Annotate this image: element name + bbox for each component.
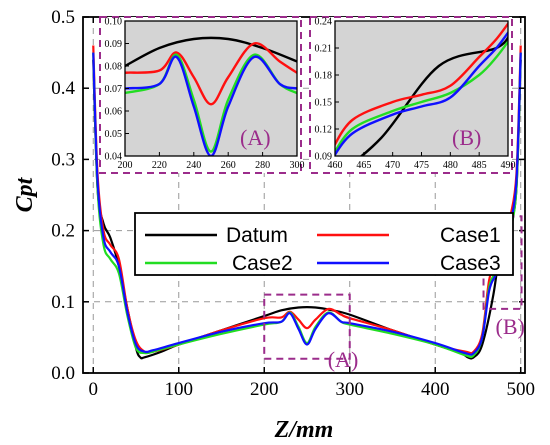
inset-y-tick-label: 0.21 bbox=[315, 44, 333, 55]
y-tick-label: 0.0 bbox=[51, 363, 75, 384]
inset-series-line-case3 bbox=[125, 55, 297, 156]
inset-series-group bbox=[125, 36, 297, 156]
inset-x-tick-label: 465 bbox=[356, 160, 371, 171]
inset-x-tick-label: 300 bbox=[290, 160, 305, 171]
plot-frame bbox=[82, 16, 526, 374]
inset-x-tick-label: 490 bbox=[501, 160, 516, 171]
zoom-label-b: (B) bbox=[496, 314, 525, 339]
inset-series-line-case3 bbox=[335, 30, 508, 156]
inset-a: 200 220 240 260 280 300 0.04 0.05 0.06 0.07 0.08 0.… bbox=[99, 16, 305, 174]
legend-box bbox=[134, 212, 514, 276]
y-tick-label: 0.3 bbox=[51, 149, 75, 170]
zoom-box-a bbox=[263, 293, 351, 360]
inset-y-tick-label: 0.05 bbox=[105, 129, 123, 140]
inset-y-tick-label: 0.07 bbox=[105, 84, 123, 95]
inset-series-line-case2 bbox=[335, 39, 508, 155]
x-tick-label: 100 bbox=[165, 379, 194, 400]
inset-b: 460 465 470 475 480 485 490 0.09 0.12 0.15 0.18 0.2… bbox=[309, 16, 516, 174]
inset-y-tick-label: 0.08 bbox=[105, 62, 123, 73]
inset-x-tick-label: 200 bbox=[118, 160, 133, 171]
legend-label-case1: Case1 bbox=[440, 224, 501, 247]
inset-series-line-case1 bbox=[125, 42, 297, 106]
y-tick-label: 0.5 bbox=[51, 7, 75, 28]
inset-series-line-case1 bbox=[335, 21, 508, 147]
y-tick-label: 0.1 bbox=[51, 292, 75, 313]
inset-x-tick-label: 480 bbox=[443, 160, 458, 171]
inset-y-tick-label: 0.12 bbox=[315, 125, 333, 136]
inset-x-tick-label: 220 bbox=[152, 160, 167, 171]
inset-x-tick-label: 470 bbox=[385, 160, 400, 171]
inset-y-tick-label: 0.06 bbox=[105, 107, 123, 118]
legend-label-case2: Case2 bbox=[232, 252, 293, 275]
zoom-label-a: (A) bbox=[328, 347, 359, 372]
inset-y-tick-label: 0.09 bbox=[315, 152, 333, 163]
legend: Datum Case1 Case2 Case3 bbox=[134, 212, 514, 276]
x-tick-label: 200 bbox=[250, 379, 279, 400]
inset-x-tick-label: 485 bbox=[472, 160, 487, 171]
inset-x-tick-label: 280 bbox=[255, 160, 270, 171]
y-axis-label: Cpt bbox=[12, 176, 38, 212]
y-tick-label: 0.4 bbox=[51, 78, 75, 99]
inset-y-tick-label: 0.04 bbox=[105, 152, 123, 163]
inset-y-tick-label: 0.24 bbox=[315, 17, 333, 28]
inset-label-a: (A) bbox=[240, 125, 271, 150]
legend-label-datum: Datum bbox=[226, 224, 288, 247]
inset-x-tick-label: 260 bbox=[221, 160, 236, 171]
inset-background bbox=[125, 21, 297, 156]
inset-series-line-case2 bbox=[125, 53, 297, 153]
x-axis-label: Z/mm bbox=[274, 417, 334, 443]
inset-series-line-datum bbox=[125, 36, 297, 68]
inset-y-tick-label: 0.18 bbox=[315, 71, 333, 82]
x-tick-label: 0 bbox=[89, 379, 99, 400]
legend-label-case3: Case3 bbox=[440, 252, 501, 275]
inset-y-tick-label: 0.09 bbox=[105, 39, 123, 50]
x-tick-label: 300 bbox=[335, 379, 364, 400]
inset-y-tick-label: 0.10 bbox=[105, 17, 123, 28]
y-tick-label: 0.2 bbox=[51, 221, 75, 242]
inset-background bbox=[335, 21, 508, 156]
inset-x-tick-label: 475 bbox=[414, 160, 429, 171]
x-tick-label: 400 bbox=[421, 379, 450, 400]
inset-x-tick-label: 460 bbox=[328, 160, 343, 171]
inset-x-tick-label: 240 bbox=[186, 160, 201, 171]
inset-y-tick-label: 0.15 bbox=[315, 98, 333, 109]
inset-label-b: (B) bbox=[452, 125, 481, 150]
x-tick-label: 500 bbox=[506, 379, 535, 400]
